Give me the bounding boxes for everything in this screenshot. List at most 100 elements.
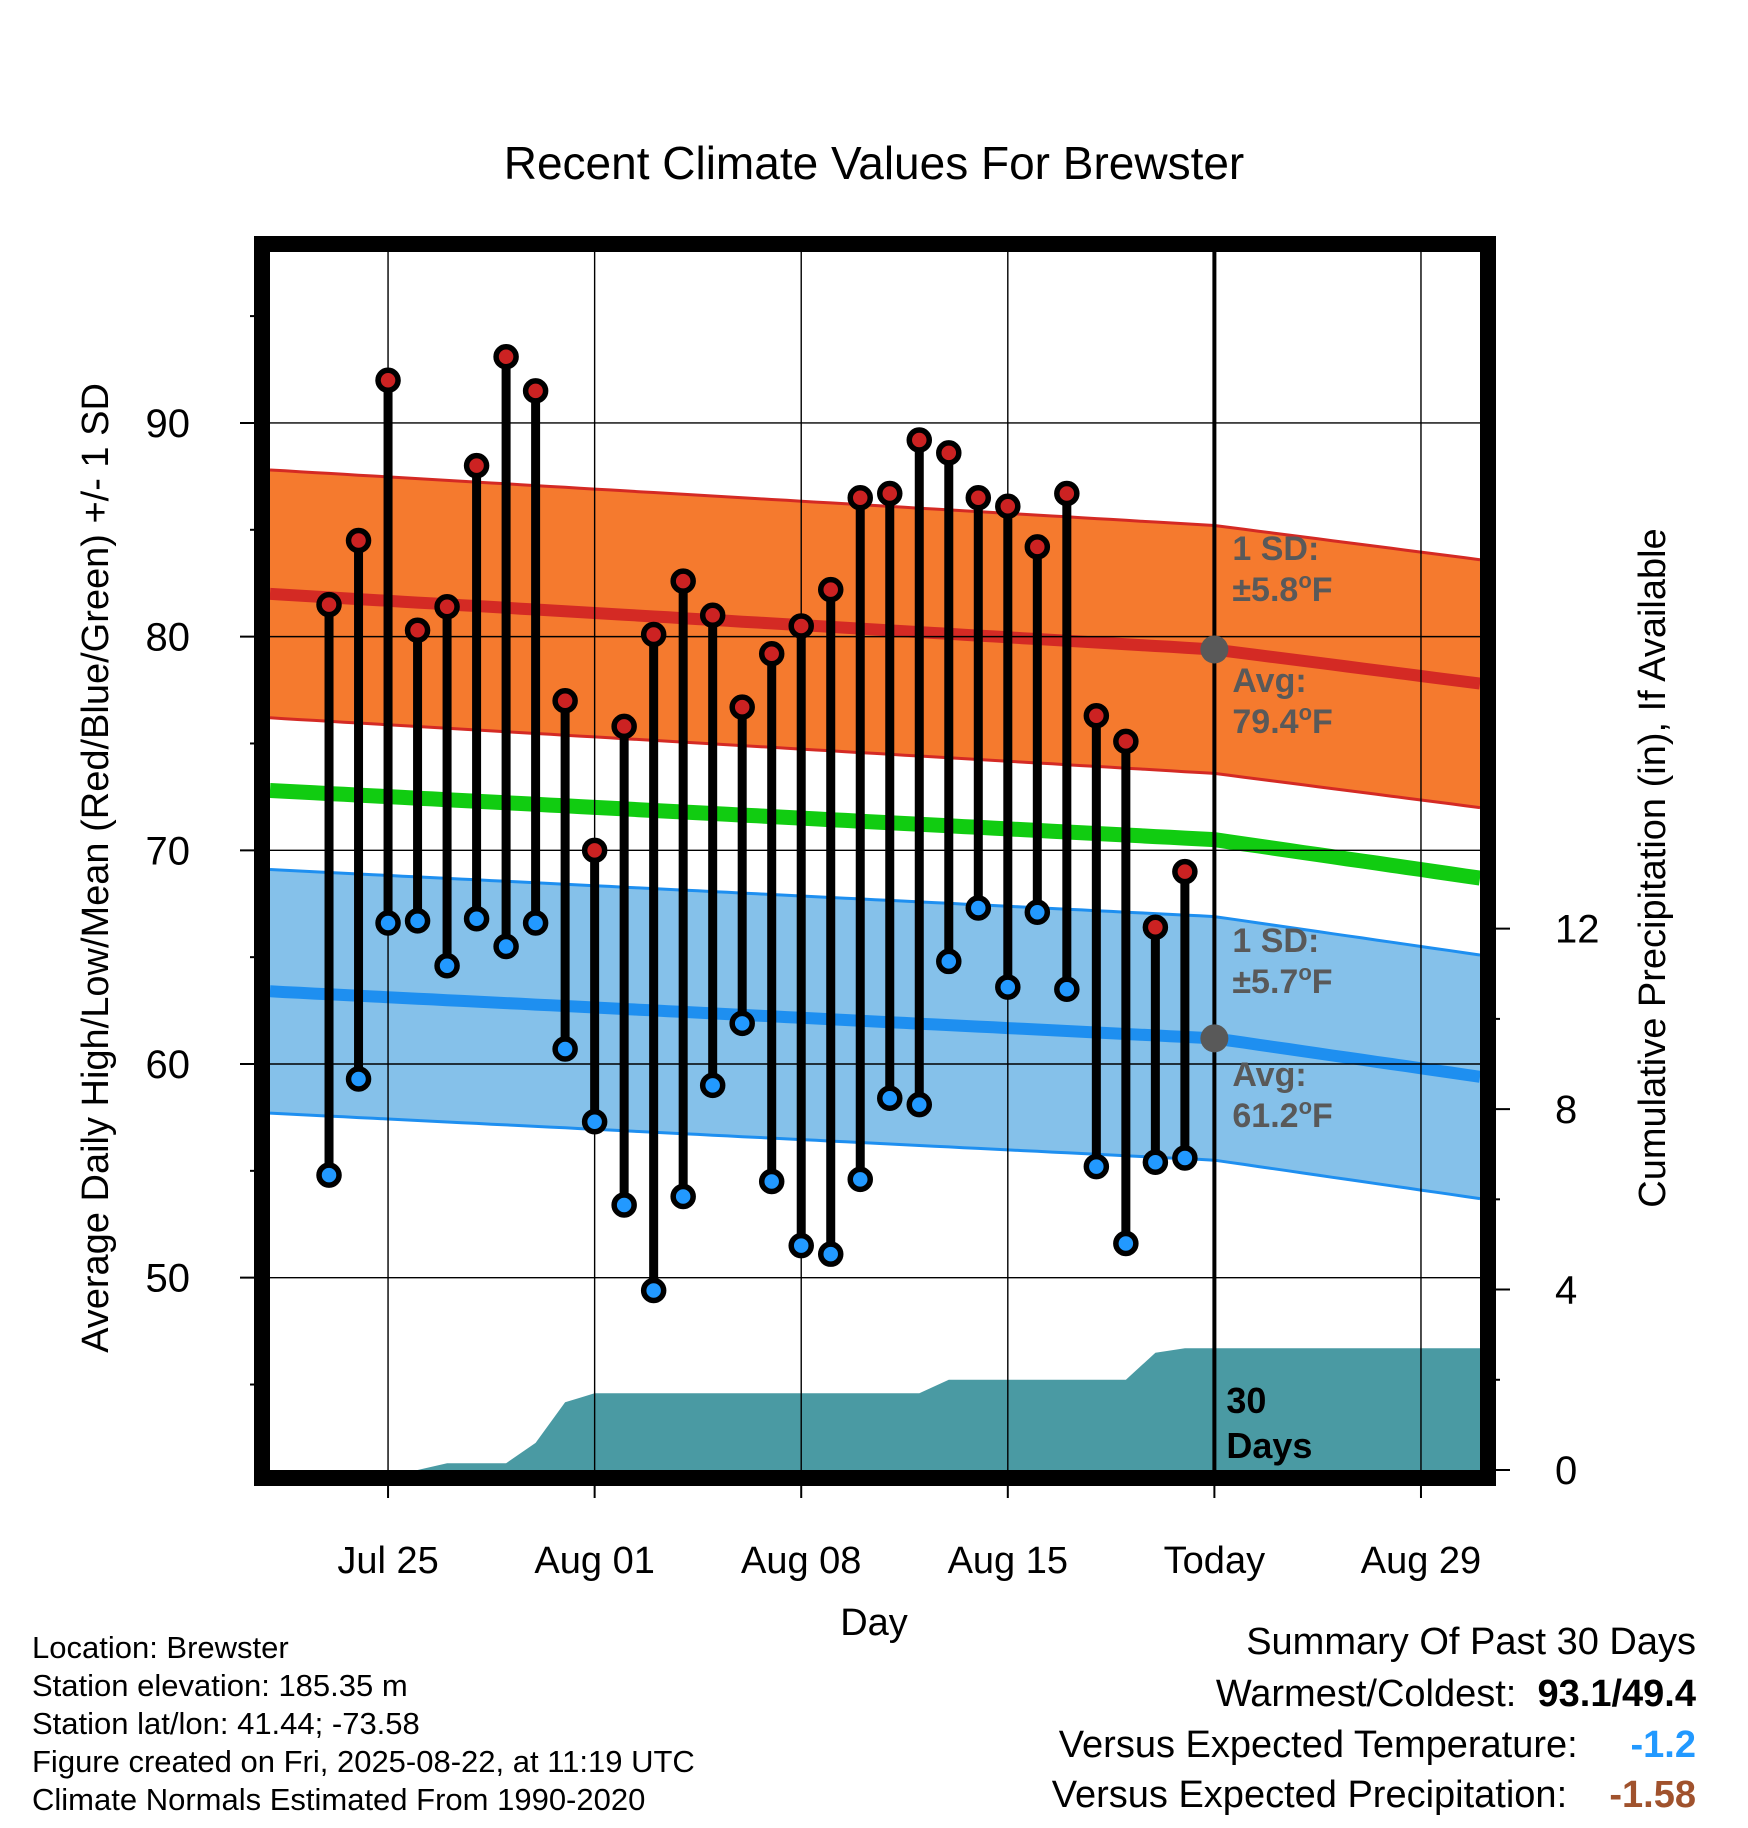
daily-low-point [995, 974, 1021, 1000]
low-avg-annotation-line2: 61.2oF [1232, 1094, 1332, 1135]
low-sd-annotation-degree: o [1298, 960, 1311, 985]
precip-label: Versus Expected Precipitation: [1051, 1774, 1568, 1816]
x-tick-label: Today [1164, 1540, 1265, 1582]
daily-high-point [1024, 534, 1051, 560]
daily-high-point [1054, 480, 1080, 507]
normal-high-average-line [270, 587, 1480, 690]
daily-low-point [581, 1108, 608, 1135]
low-avg-annotation-unit: F [1312, 1097, 1333, 1135]
low-sd-annotation-unit: F [1312, 963, 1333, 1001]
y2-tick-label: 12 [1555, 908, 1600, 952]
daily-high-point [345, 527, 372, 554]
daily-high-point [670, 568, 696, 594]
daily-high-point [995, 493, 1021, 520]
y-tick-label: 60 [146, 1043, 191, 1087]
daily-low-point [522, 910, 549, 936]
normal-low-average-line [270, 985, 1480, 1083]
daily-low-point [788, 1232, 814, 1259]
daily-high-point [847, 484, 873, 511]
low-avg-annotation-line1: Avg: [1232, 1056, 1306, 1094]
daily-low-point [1172, 1145, 1198, 1171]
daily-low-point [463, 905, 490, 932]
daily-low-point [552, 1036, 578, 1062]
x-tick-label: Jul 25 [337, 1540, 438, 1582]
low-sd-annotation-value: ±5.7 [1232, 963, 1298, 1001]
daily-high-point [699, 602, 726, 629]
daily-low-point [1083, 1153, 1110, 1180]
today-low-avg-marker [1200, 1024, 1229, 1053]
low-sd-annotation-line1: 1 SD: [1232, 922, 1319, 960]
daily-low-point [877, 1085, 903, 1111]
summary-temp: Versus Expected Temperature: -1.2 [1059, 1724, 1696, 1767]
low-sd-annotation-line2: ±5.7oF [1232, 960, 1332, 1001]
precip-anomaly-value: -1.58 [1609, 1774, 1696, 1816]
chart-title: Recent Climate Values For Brewster [504, 137, 1245, 189]
daily-low-point [817, 1241, 844, 1267]
y2-tick-label: 8 [1555, 1088, 1577, 1132]
daily-low-point [729, 1010, 755, 1037]
daily-high-point [522, 378, 549, 404]
y2-tick-label: 0 [1555, 1449, 1577, 1493]
daily-low-point [906, 1091, 933, 1118]
daily-low-point [345, 1066, 372, 1092]
y-tick-label: 70 [146, 829, 191, 873]
info-elevation: Station elevation: 185.35 m [32, 1668, 408, 1703]
daily-low-point [611, 1192, 637, 1218]
normal-high-band-lower-edge [270, 716, 1480, 810]
daily-high-point [788, 613, 814, 639]
high-avg-annotation-degree: o [1299, 700, 1312, 725]
normal-mean-line [270, 783, 1480, 886]
warm-cold-label: Warmest/Coldest: [1215, 1673, 1517, 1715]
normal-high-band-upper-edge [270, 468, 1480, 562]
info-location: Location: Brewster [32, 1630, 289, 1665]
daily-high-point [375, 367, 401, 393]
daily-high-point [581, 837, 608, 864]
daily-high-point [640, 621, 667, 648]
daily-low-point [493, 933, 519, 960]
summary-precip: Versus Expected Precipitation: -1.58 [1052, 1774, 1696, 1817]
daily-high-point [965, 484, 992, 511]
daily-high-point [817, 576, 844, 603]
daily-low-point [1054, 976, 1080, 1002]
daily-high-point [463, 452, 490, 479]
high-avg-annotation-unit: F [1312, 703, 1333, 741]
daily-low-point [965, 895, 992, 921]
high-avg-annotation-value: 79.4 [1232, 703, 1298, 741]
daily-low-point [434, 952, 460, 979]
normal-low-band [270, 869, 1480, 1199]
daily-high-point [1172, 858, 1198, 885]
daily-high-point [758, 640, 785, 667]
summary-title: Summary Of Past 30 Days [1246, 1621, 1696, 1663]
daily-high-point [552, 687, 578, 714]
plot-frame [254, 236, 1496, 1486]
daily-low-point [1142, 1149, 1169, 1176]
x-axis-label: Day [840, 1602, 908, 1644]
today-high-avg-marker [1200, 635, 1229, 664]
daily-high-point [1142, 914, 1169, 940]
x-tick-label: Aug 29 [1361, 1540, 1481, 1582]
x-tick-label: Aug 15 [948, 1540, 1068, 1582]
daily-low-point [758, 1168, 785, 1195]
high-sd-annotation-value: ±5.8 [1232, 571, 1298, 609]
y2-tick-label: 4 [1555, 1269, 1577, 1313]
y2-axis-label: Cumulative Precipitation (in), If Availa… [1632, 528, 1674, 1207]
x-tick-label: Aug 08 [741, 1540, 861, 1582]
warm-cold-slash: / [1611, 1673, 1623, 1715]
high-avg-annotation-line2: 79.4oF [1232, 700, 1332, 741]
high-sd-annotation-line2: ±5.8oF [1232, 568, 1332, 609]
daily-low-point [847, 1166, 873, 1193]
cumulative-precip-area [270, 1348, 1480, 1470]
y-tick-label: 80 [146, 616, 191, 660]
low-avg-annotation-value: 61.2 [1232, 1097, 1298, 1135]
days-annotation-line2: Days [1226, 1425, 1312, 1466]
x-tick-label: Aug 01 [534, 1540, 654, 1582]
daily-high-point [404, 617, 431, 643]
daily-low-point [1113, 1230, 1139, 1257]
daily-low-point [1024, 899, 1051, 926]
daily-high-point [1083, 702, 1110, 729]
high-avg-annotation-line1: Avg: [1232, 662, 1306, 700]
coldest-value: 49.4 [1622, 1673, 1696, 1715]
daily-high-point [434, 593, 460, 620]
daily-low-point [375, 910, 401, 936]
